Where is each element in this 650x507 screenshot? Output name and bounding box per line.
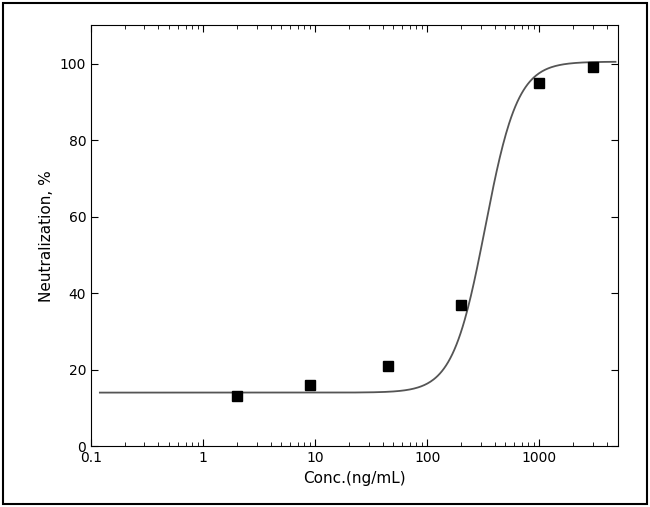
X-axis label: Conc.(ng/mL): Conc.(ng/mL) xyxy=(303,470,406,486)
Y-axis label: Neutralization, %: Neutralization, % xyxy=(39,170,54,302)
